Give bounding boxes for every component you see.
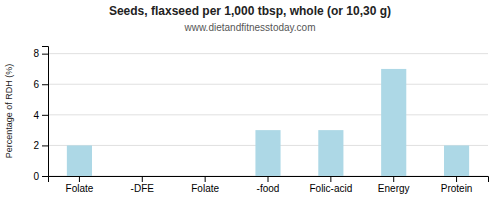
tick: -DFE [131, 176, 155, 194]
tick-mark [42, 176, 48, 177]
bar [193, 176, 218, 177]
title: Seeds, flaxseed per 1,000 tbsp, whole (o… [109, 4, 391, 18]
bar [444, 145, 469, 176]
tick-mark [393, 176, 394, 182]
tick: Folate [191, 176, 219, 194]
bar [67, 145, 92, 176]
plot-area [67, 69, 469, 176]
tick-mark [42, 145, 48, 146]
tick-label: Folate [191, 183, 219, 194]
grid-line [48, 84, 488, 85]
tick-label: -food [257, 183, 280, 194]
tick-label: 6 [33, 79, 39, 90]
tick-mark [79, 176, 80, 182]
grid-line [48, 53, 488, 54]
chart: Seeds, flaxseed per 1,000 tbsp, whole (o… [0, 0, 500, 200]
tick: 0 [33, 171, 48, 182]
axis-line [49, 177, 489, 183]
tick: 6 [33, 79, 48, 90]
tick-mark [330, 176, 331, 182]
chart-container: Seeds, flaxseed per 1,000 tbsp, whole (o… [0, 0, 500, 200]
x-axis: Folate -DFE Folate -food Folic-acid Energy Pro… [49, 176, 489, 194]
subtitle: www.dietandfitnesstoday.com [184, 22, 316, 33]
tick-label: 2 [33, 140, 39, 151]
tick-mark [268, 176, 269, 182]
tick-label: -DFE [131, 183, 155, 194]
y-axis-label: Percentage of RDH (%) [4, 64, 14, 159]
tick-mark [42, 84, 48, 85]
tick-label: 8 [33, 48, 39, 59]
tick: Energy [378, 176, 410, 194]
y-axis: 0 2 4 6 8 [33, 47, 48, 182]
tick-mark [456, 176, 457, 182]
tick: Folic-acid [309, 176, 352, 194]
tick: Protein [441, 176, 473, 194]
grid [48, 54, 488, 176]
tick-label: Energy [378, 183, 410, 194]
grid-line [48, 114, 488, 115]
tick-label: Folate [66, 183, 94, 194]
tick-mark [142, 176, 143, 182]
tick-label: 4 [33, 110, 39, 121]
axis-line [42, 47, 49, 177]
bar [130, 176, 155, 177]
tick: 4 [33, 110, 48, 121]
bar [318, 130, 343, 176]
tick-label: Protein [441, 183, 473, 194]
tick-mark [42, 115, 48, 116]
tick: 2 [33, 140, 48, 151]
tick-label: 0 [33, 171, 39, 182]
tick: Folate [66, 176, 94, 194]
tick: -food [257, 176, 280, 194]
bar [381, 69, 406, 176]
bar [255, 130, 280, 176]
tick-mark [205, 176, 206, 182]
tick-label: Folic-acid [309, 183, 352, 194]
tick-mark [42, 54, 48, 55]
tick: 8 [33, 48, 48, 59]
